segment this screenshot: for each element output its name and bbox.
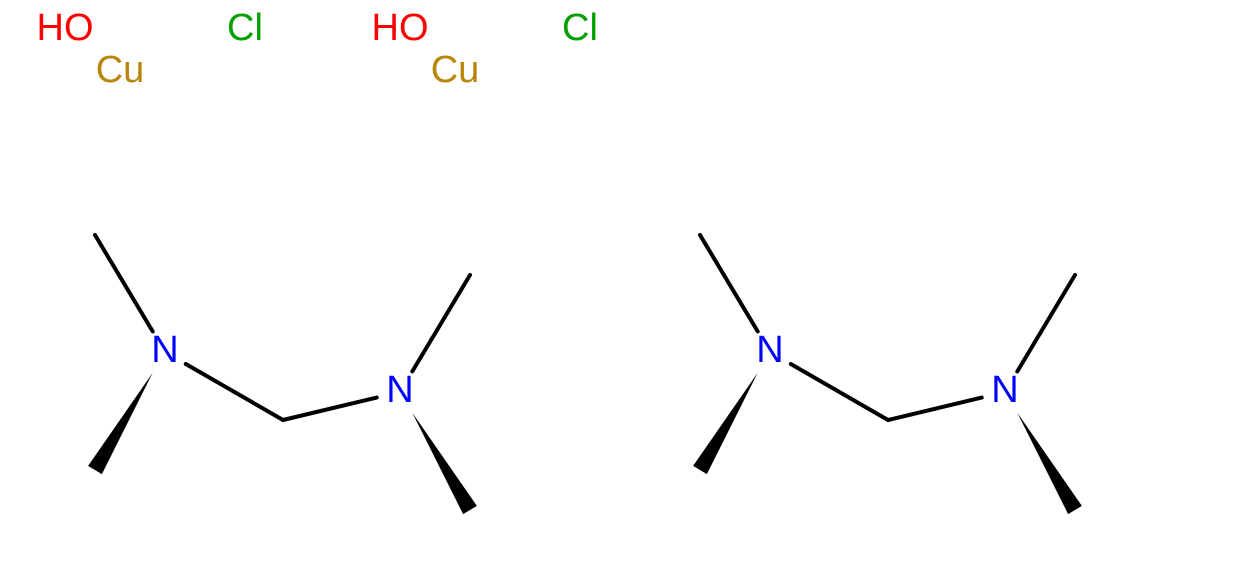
atom-N3: N (756, 329, 783, 371)
atom-Cl2: Cl (562, 7, 598, 49)
atom-Cu1: Cu (96, 49, 145, 91)
molecule-diagram: HOCuClHOCuClNNNN (0, 0, 1233, 576)
atom-HO1: HO (37, 7, 94, 49)
atom-HO2: HO (372, 7, 429, 49)
atom-N1: N (151, 329, 178, 371)
atom-Cl1: Cl (227, 7, 263, 49)
atom-N4: N (991, 369, 1018, 411)
atom-Cu2: Cu (431, 49, 480, 91)
atom-N2: N (386, 369, 413, 411)
